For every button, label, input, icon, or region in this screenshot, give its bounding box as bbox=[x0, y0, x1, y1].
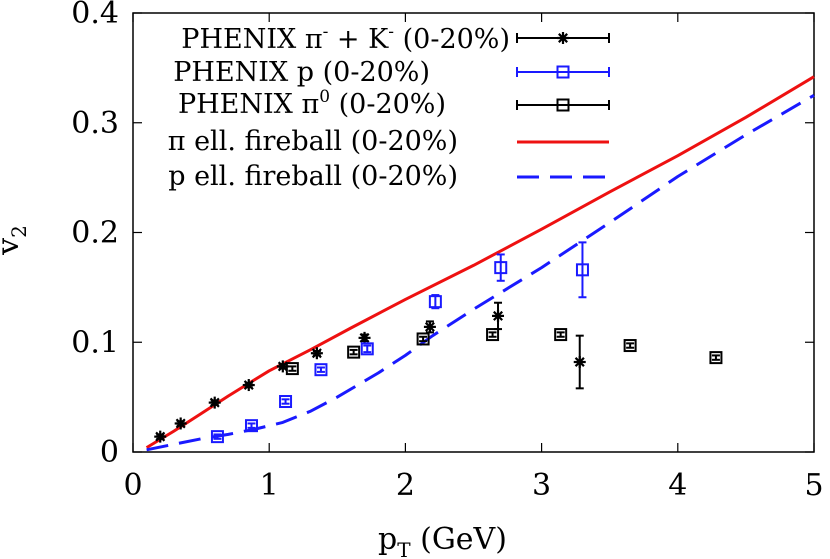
y-tick-label: 0.3 bbox=[71, 106, 119, 141]
legend-label-proton: PHENIX p (0-20%) bbox=[173, 57, 430, 88]
data-point-pi0 bbox=[347, 345, 361, 359]
data-point-pion-kaon bbox=[492, 309, 505, 322]
data-point-proton bbox=[360, 342, 374, 356]
data-point-pi0 bbox=[486, 328, 500, 342]
data-point-proton bbox=[494, 261, 508, 275]
data-point-pion-kaon bbox=[573, 356, 586, 369]
data-point-pi0 bbox=[623, 339, 637, 353]
legend-label-pion-fireball: π ell. fireball (0-20%) bbox=[168, 126, 458, 157]
legend-samples bbox=[516, 32, 610, 179]
legend-label-proton-fireball: p ell. fireball (0-20%) bbox=[168, 161, 458, 192]
data-point-proton bbox=[244, 419, 258, 433]
data-point-pi0 bbox=[416, 332, 430, 346]
data-point-pi0 bbox=[285, 362, 299, 376]
data-point-pion-kaon bbox=[358, 331, 371, 344]
y-tick-label: 0.1 bbox=[71, 325, 119, 360]
data-point-pion-kaon bbox=[154, 430, 167, 443]
x-axis-label: pT (GeV) bbox=[378, 522, 507, 559]
data-point-pion-kaon bbox=[208, 396, 221, 409]
data-points bbox=[154, 241, 723, 444]
x-tick-label: 4 bbox=[668, 468, 687, 503]
legend-marker-asterisk bbox=[557, 32, 569, 44]
y-tick-label: 0.2 bbox=[71, 216, 119, 251]
curve-pion-fireball bbox=[145, 75, 815, 449]
data-point-pion-kaon bbox=[174, 417, 187, 430]
legend-marker-square bbox=[556, 65, 570, 79]
data-point-pi0 bbox=[709, 351, 723, 365]
data-point-pion-kaon bbox=[310, 347, 323, 360]
model-curves bbox=[145, 75, 815, 452]
x-tick-label: 3 bbox=[532, 468, 551, 503]
axis-ticks: 0 1 2 3 4 5 0 0.1 0.2 0.3 0.4 bbox=[71, 0, 823, 503]
x-axis-label-unit bbox=[411, 522, 421, 557]
legend: PHENIX π- + K- (0-20%) PHENIX p (0-20%) … bbox=[168, 22, 610, 192]
x-tick-label: 1 bbox=[260, 468, 279, 503]
data-point-proton bbox=[575, 263, 589, 277]
data-point-pi0 bbox=[554, 328, 568, 342]
y-axis-label-subscript: 2 bbox=[7, 225, 31, 238]
data-point-proton bbox=[279, 395, 293, 409]
legend-label-pi0: PHENIX π0 (0-20%) bbox=[178, 87, 446, 120]
y-tick-label: 0.4 bbox=[71, 0, 119, 31]
data-point-proton bbox=[314, 363, 328, 377]
x-tick-label: 2 bbox=[396, 468, 415, 503]
x-axis-label-main: p bbox=[378, 522, 397, 557]
data-point-pion-kaon bbox=[242, 379, 255, 392]
x-tick-label: 0 bbox=[123, 468, 142, 503]
legend-label-pion-kaon: PHENIX π- + K- (0-20%) bbox=[181, 22, 510, 55]
data-point-pion-kaon bbox=[423, 320, 436, 333]
y-axis-label-main: v bbox=[0, 238, 26, 256]
x-tick-label: 5 bbox=[804, 468, 823, 503]
curve-proton-fireball bbox=[146, 94, 815, 452]
x-axis-label-subscript: T bbox=[397, 538, 411, 559]
data-point-proton bbox=[210, 430, 224, 444]
x-axis-label-unit-text: (GeV) bbox=[420, 522, 507, 557]
y-tick-label: 0 bbox=[100, 435, 119, 470]
y-axis-label: v2 bbox=[0, 225, 31, 256]
legend-marker-square bbox=[556, 98, 570, 112]
data-point-proton bbox=[428, 295, 442, 309]
